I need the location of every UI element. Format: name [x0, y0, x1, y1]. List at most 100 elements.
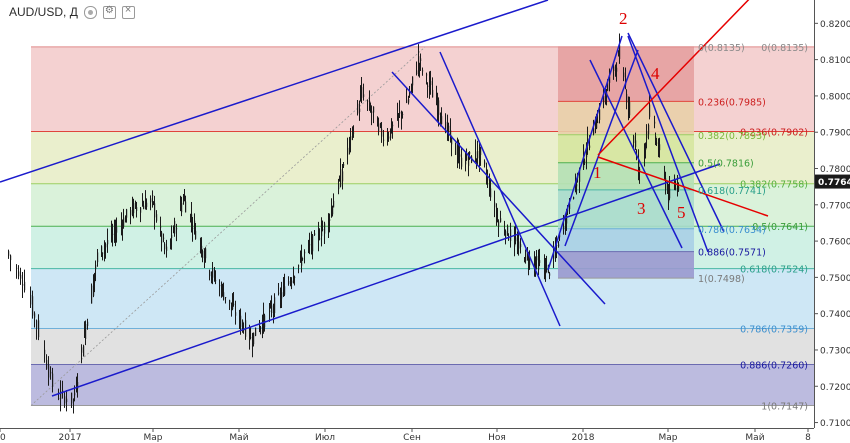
candle-body [318, 230, 320, 240]
candle-body [479, 147, 481, 161]
red-trend-line-up [597, 0, 750, 156]
candle-body [436, 94, 438, 105]
candle-body [639, 168, 641, 172]
candle-body [221, 286, 223, 295]
candle-body [340, 168, 342, 187]
candle-body [145, 200, 147, 210]
close-icon[interactable] [121, 4, 135, 19]
price-tick-label: 0.7200 [820, 383, 850, 393]
candle-body [91, 285, 93, 304]
candle-body [332, 207, 334, 215]
candle-body [420, 58, 422, 61]
candle-body [555, 249, 557, 255]
candle-body [136, 207, 138, 212]
candle-body [565, 218, 567, 226]
fib-label-small: 0.618(0.7741) [698, 186, 766, 197]
candle-body [427, 85, 429, 87]
candle-body [616, 67, 618, 72]
candle-body [214, 271, 216, 273]
candle-body [507, 225, 509, 234]
candle-body [490, 188, 492, 198]
candle-body [579, 168, 581, 182]
candle-body [615, 65, 617, 72]
candle-body [589, 145, 591, 148]
candle-body [60, 391, 62, 400]
candle-body [529, 256, 531, 266]
settings-icon[interactable] [102, 5, 116, 19]
time-axis-panel [0, 428, 850, 443]
candle-body [535, 262, 537, 268]
candle-body [260, 327, 262, 329]
candle-body [94, 273, 96, 283]
candle-body [357, 103, 359, 114]
channel-down-line-a [391, 71, 606, 305]
candle-body [114, 227, 116, 233]
candle-body [477, 151, 479, 159]
last-price-badge [815, 174, 850, 189]
candle-body [408, 98, 410, 103]
candle-body [271, 305, 273, 314]
price-tick-label: 0.7300 [820, 346, 850, 356]
candle-body [644, 147, 646, 159]
candle-body [184, 195, 186, 201]
time-tick-label: Сен [403, 433, 421, 443]
candle-body [586, 154, 588, 158]
candle-body [125, 219, 127, 223]
candle-body [448, 125, 450, 134]
candle-body [308, 244, 310, 246]
candle-body [152, 195, 154, 197]
candle-body [293, 275, 295, 282]
candle-body [497, 219, 499, 221]
fib-label-small: 0.382(0.7893) [698, 131, 766, 142]
candle-body [71, 392, 73, 404]
candle-body [274, 297, 276, 314]
candle-body [76, 387, 78, 390]
candle-body [381, 128, 383, 137]
candle-body [546, 264, 548, 273]
candle-body [517, 243, 519, 249]
candle-body [607, 82, 609, 91]
candle-body [180, 202, 182, 211]
candle-body [126, 209, 128, 218]
candle-body [605, 90, 607, 101]
candle-body [573, 197, 575, 200]
candle-body [422, 70, 424, 72]
candle-body [309, 244, 311, 246]
visibility-icon[interactable] [83, 5, 97, 19]
candle-body [331, 208, 333, 214]
candle-body [544, 264, 546, 268]
candle-body [338, 183, 340, 190]
candle-body [329, 219, 331, 221]
candle-body [97, 252, 99, 263]
candle-body [16, 267, 18, 269]
candle-body [635, 140, 637, 147]
candle-body [584, 160, 586, 163]
candle-body [461, 157, 463, 167]
candle-body [678, 186, 680, 189]
candle-body [161, 232, 163, 243]
candle-body [593, 128, 595, 135]
time-tick-label: 2018 [572, 433, 595, 443]
candle-body [505, 231, 507, 238]
time-tick-label: Мар [144, 433, 163, 443]
candle-body [441, 116, 443, 125]
candle-body [142, 204, 144, 206]
fib-label-small: 0.236(0.7985) [698, 97, 766, 108]
candle-body [418, 56, 420, 66]
candle-body [143, 205, 145, 209]
candle-body [62, 390, 64, 392]
candle-body [231, 302, 233, 307]
candle-body [50, 371, 52, 374]
candle-body [18, 271, 20, 277]
candle-body [668, 185, 670, 203]
candle-body [475, 151, 477, 161]
candle-body [649, 104, 651, 117]
candle-body [363, 94, 365, 97]
fib-label-large: 0.236(0.7902) [740, 127, 808, 138]
candle-body [360, 93, 362, 100]
candle-body [674, 185, 676, 187]
candle-body [123, 217, 125, 227]
candle-body [646, 131, 648, 139]
candle-body [528, 261, 530, 264]
